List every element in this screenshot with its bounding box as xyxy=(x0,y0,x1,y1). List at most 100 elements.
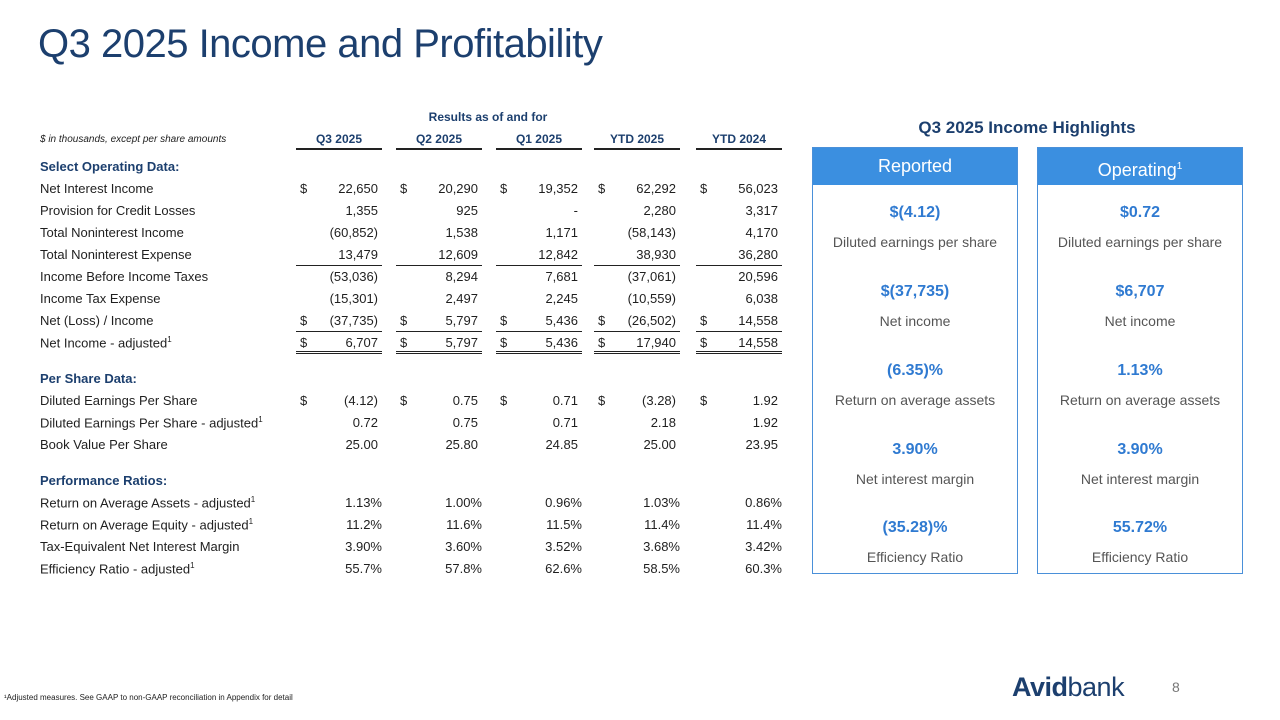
metric-caption: Efficiency Ratio xyxy=(1091,549,1189,565)
metric-value: 1.13% xyxy=(1117,362,1163,379)
table-cell: 1.13% xyxy=(345,495,382,510)
table-row: Tax-Equivalent Net Interest Margin 3.90% 3… xyxy=(36,536,788,558)
table-cell: 2,245 xyxy=(545,291,578,306)
table-cell: $19,352 xyxy=(500,181,578,196)
table-cell: (37,061) xyxy=(627,269,676,284)
table-cell: (15,301) xyxy=(329,291,378,306)
row-label: Per Share Data: xyxy=(40,371,137,386)
table-cell: 3.60% xyxy=(445,539,482,554)
table-cell: 57.8% xyxy=(445,561,482,576)
table-cell: - xyxy=(573,203,578,218)
highlights-title: Q3 2025 Income Highlights xyxy=(918,118,1136,137)
table-row: Book Value Per Share 25.00 25.80 24.85 25.00… xyxy=(36,434,788,456)
table-row: Diluted Earnings Per Share $ (4.12) $0.75 $0… xyxy=(36,390,788,412)
column-header: Q3 2025 xyxy=(296,132,382,150)
table-cell: $5,797 xyxy=(396,335,482,354)
table-row: Total Noninterest Income (60,852) 1,538 1,1… xyxy=(36,222,788,244)
table-group-header: Results as of and for xyxy=(428,110,548,124)
table-cell: 0.75 xyxy=(452,415,478,430)
table-cell: 36,280 xyxy=(696,247,782,266)
metric-value: 55.72% xyxy=(1112,519,1168,536)
table-cell: $14,558 xyxy=(696,335,782,354)
table-cell: $20,290 xyxy=(400,181,478,196)
table-cell: (58,143) xyxy=(627,225,676,240)
table-row: Income Before Income Taxes (53,036) 8,294 7… xyxy=(36,266,788,288)
table-cell: $5,797 xyxy=(396,313,482,332)
table-cell: 8,294 xyxy=(445,269,478,284)
table-cell: 24.85 xyxy=(545,437,578,452)
table-cell: 11.2% xyxy=(346,517,382,532)
table-cell: 11.4% xyxy=(746,517,782,532)
row-label: Net Interest Income xyxy=(40,181,154,196)
table-cell: $17,940 xyxy=(594,335,680,354)
page-title: Q3 2025 Income and Profitability xyxy=(38,22,603,66)
table-cell: 3.90% xyxy=(345,539,382,554)
table-cell: 1.03% xyxy=(643,495,680,510)
table-cell: 25.00 xyxy=(345,437,378,452)
table-cell: 3.52% xyxy=(545,539,582,554)
table-cell: (60,852) xyxy=(329,225,378,240)
table-row: Income Tax Expense (15,301) 2,497 2,245 (10,… xyxy=(36,288,788,310)
column-header: Q2 2025 xyxy=(396,132,482,150)
table-cell: 1.92 xyxy=(752,415,778,430)
row-label: Net (Loss) / Income xyxy=(40,313,154,328)
highlight-card-operating: Operating1 $0.72 Diluted earnings per shar… xyxy=(1037,147,1243,574)
column-header: YTD 2025 xyxy=(594,132,680,150)
table-cell: 1,355 xyxy=(345,203,378,218)
table-cell: 7,681 xyxy=(545,269,578,284)
table-cell: 0.72 xyxy=(352,415,378,430)
table-cell: 1.00% xyxy=(445,495,482,510)
table-cell: 1,538 xyxy=(445,225,478,240)
table-cell: 58.5% xyxy=(643,561,680,576)
metric-value: 3.90% xyxy=(892,441,938,458)
page-number: 8 xyxy=(1172,679,1180,695)
section-header: Per Share Data: xyxy=(36,368,788,390)
table-cell: $5,436 xyxy=(496,335,582,354)
table-row: Total Noninterest Expense 13,479 12,609 12,… xyxy=(36,244,788,266)
metric-caption: Efficiency Ratio xyxy=(866,549,964,565)
row-label: Return on Average Equity - adjusted1 xyxy=(40,517,254,533)
metric-caption: Diluted earnings per share xyxy=(1057,234,1223,250)
metric-value: $(37,735) xyxy=(880,283,950,300)
table-row: Provision for Credit Losses 1,355 925 - 2,28… xyxy=(36,200,788,222)
table-row: Return on Average Assets - adjusted1 1.13… xyxy=(36,492,788,514)
table-cell: 25.00 xyxy=(643,437,676,452)
table-cell: 0.96% xyxy=(545,495,582,510)
table-cell: 4,170 xyxy=(745,225,778,240)
table-row: Return on Average Equity - adjusted1 11.2… xyxy=(36,514,788,536)
metric-caption: Net income xyxy=(879,313,951,329)
table-cell: 38,930 xyxy=(594,247,680,266)
table-cell: 12,609 xyxy=(396,247,482,266)
table-cell: $1.92 xyxy=(700,393,778,408)
highlight-metric: 3.90% Net interest margin xyxy=(1038,441,1242,487)
table-row: Net (Loss) / Income $ (37,735) $5,797 $5,436… xyxy=(36,310,788,332)
table-cell: 11.4% xyxy=(644,517,680,532)
row-label: Net Income - adjusted1 xyxy=(40,335,172,351)
table-cell: $62,292 xyxy=(598,181,676,196)
metric-caption: Return on average assets xyxy=(1059,392,1221,408)
row-label: Book Value Per Share xyxy=(40,437,168,452)
row-label: Efficiency Ratio - adjusted1 xyxy=(40,561,195,577)
table-cell: 55.7% xyxy=(345,561,382,576)
highlight-card-reported: Reported $(4.12) Diluted earnings per shar… xyxy=(812,147,1018,574)
metric-caption: Net income xyxy=(1104,313,1176,329)
table-cell: 0.71 xyxy=(552,415,578,430)
table-cell: 3.42% xyxy=(745,539,782,554)
table-cell: (10,559) xyxy=(627,291,676,306)
table-cell: $22,650 xyxy=(300,181,378,196)
metric-caption: Net interest margin xyxy=(1080,471,1200,487)
table-cell: 20,596 xyxy=(738,269,778,284)
table-cell: $14,558 xyxy=(696,313,782,332)
highlight-metric: 1.13% Return on average assets xyxy=(1038,362,1242,408)
avidbank-logo: Avidbank xyxy=(1012,672,1125,702)
table-cell: 3,317 xyxy=(745,203,778,218)
section-header: Select Operating Data: xyxy=(36,156,788,178)
table-cell: $ (3.28) xyxy=(598,393,676,408)
table-row: Net Income - adjusted1 $6,707 $5,797 $5,436… xyxy=(36,332,788,354)
table-cell: 3.68% xyxy=(643,539,680,554)
table-cell: 2,497 xyxy=(445,291,478,306)
metric-value: (35.28)% xyxy=(882,519,948,536)
table-cell: $56,023 xyxy=(700,181,778,196)
metric-caption: Diluted earnings per share xyxy=(832,234,998,250)
highlight-metric: 55.72% Efficiency Ratio xyxy=(1038,519,1242,565)
